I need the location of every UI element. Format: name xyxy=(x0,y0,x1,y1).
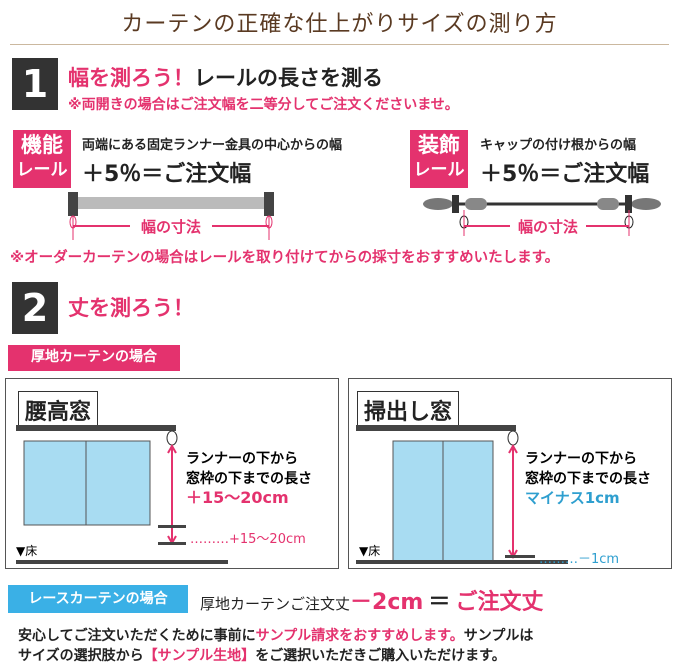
divider xyxy=(10,44,669,45)
lace-curtain-badge: レースカーテンの場合 xyxy=(8,585,188,613)
order-note: ※オーダーカーテンの場合はレールを取り付けてからの採寸をおすすめいたします。 xyxy=(10,250,560,266)
waist-window-diagram: ランナーの下から 窓枠の下までの長さ ＋15～20cm ………+15～20cm … xyxy=(16,425,312,564)
badge-line: レール xyxy=(413,160,465,180)
lace-equals: ＝ xyxy=(428,590,451,615)
decorative-rail: 幅の寸法 xyxy=(423,195,661,236)
rail-diagrams: 幅の寸法 幅の寸法 xyxy=(68,192,661,240)
floor-label: ▼床 xyxy=(16,544,37,558)
desc-line2: 窓枠の下までの長さ xyxy=(186,470,312,487)
functional-rail-badge: 機能 レール xyxy=(13,130,71,188)
decorative-desc: キャップの付け根からの幅 xyxy=(480,138,637,153)
step1-note: ※両開きの場合はご注文幅を二等分してご注文くださいませ。 xyxy=(68,97,459,113)
floor-label: ▼床 xyxy=(359,544,380,558)
floor-window-diagram: ランナーの下から 窓枠の下までの長さ マイナス1cm ………－1cm ▼床 xyxy=(356,425,651,567)
badge-line: 機能 xyxy=(21,133,63,157)
step-number: 2 xyxy=(12,282,58,334)
decorative-rail-badge: 装飾 レール xyxy=(410,130,468,188)
length-value: マイナス1cm xyxy=(525,489,620,507)
title-pink: 幅を測ろう！ xyxy=(68,66,194,90)
waist-window-panel: 腰高窓 ランナーの下から 窓枠の下までの長さ ＋15～20cm ………+15～2… xyxy=(5,378,339,569)
desc-line1: ランナーの下から xyxy=(525,451,637,467)
step-number: 1 xyxy=(12,58,58,110)
lace-minus: －2cm xyxy=(350,590,424,615)
text: サンプルは xyxy=(463,628,534,644)
functional-desc: 両端にある固定ランナー金具の中心からの幅 xyxy=(82,138,343,153)
step1-title: 幅を測ろう！レールの長さを測る xyxy=(68,62,383,92)
dim-value: ………－1cm xyxy=(539,552,619,567)
decorative-formula: ＋5％＝ご注文幅 xyxy=(480,162,650,187)
window-label: 掃出し窓 xyxy=(357,391,460,429)
floor-window-panel: 掃出し窓 ランナーの下から 窓枠の下までの長さ マイナス1cm ………－1cm … xyxy=(348,378,672,569)
text: 安心してご注文いただくために事前に xyxy=(18,628,256,644)
functional-formula: ＋5％＝ご注文幅 xyxy=(82,162,252,187)
desc-line2: 窓枠の下までの長さ xyxy=(525,470,651,487)
title-black: レールの長さを測る xyxy=(194,66,383,90)
sample-request-link: サンプル請求をおすすめします。 xyxy=(255,628,464,644)
text: をご選択いただきご購入いただけます。 xyxy=(255,648,506,664)
dim-label: 幅の寸法 xyxy=(141,218,201,236)
functional-rail: 幅の寸法 xyxy=(68,192,274,240)
thick-curtain-badge: 厚地カーテンの場合 xyxy=(8,345,180,371)
page-title: カーテンの正確な仕上がりサイズの測り方 xyxy=(121,12,558,37)
window-label: 腰高窓 xyxy=(18,391,99,429)
step2-title: 丈を測ろう！ xyxy=(68,296,194,320)
lace-formula: 厚地カーテンご注文丈－2cm ＝ ご注文丈 xyxy=(200,584,544,616)
badge-line: 装飾 xyxy=(418,133,460,157)
badge-line: レール xyxy=(16,160,68,180)
text: サイズの選択肢から xyxy=(18,648,144,664)
desc-line1: ランナーの下から xyxy=(186,451,298,467)
length-value: ＋15～20cm xyxy=(186,488,289,507)
lace-result: ご注文丈 xyxy=(455,590,544,615)
lace-text: 厚地カーテンご注文丈 xyxy=(200,595,351,613)
footer-note: 安心してご注文いただくために事前にサンプル請求をおすすめします。サンプルは サイ… xyxy=(18,626,533,666)
sample-fabric-option: 【サンプル生地】 xyxy=(143,648,256,664)
dim-value: ………+15～20cm xyxy=(190,532,306,547)
dim-label: 幅の寸法 xyxy=(518,218,578,236)
